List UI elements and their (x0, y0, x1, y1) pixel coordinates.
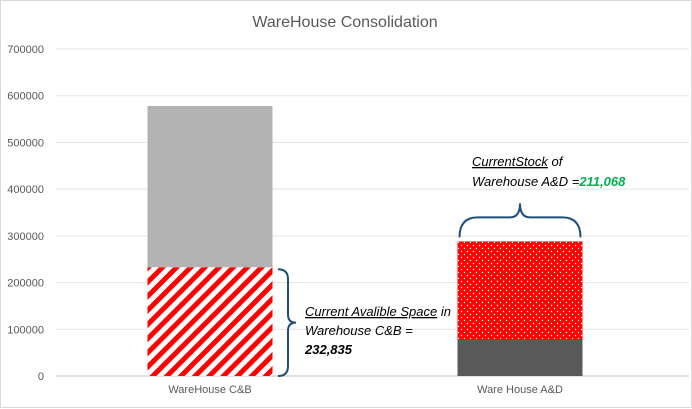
annotation-value: 232,835 (304, 342, 353, 357)
bars (147, 105, 583, 376)
annotation-line-1: Current Avalible Space in (305, 304, 451, 319)
y-axis-ticks: 0 100000 200000 300000 400000 500000 600000 700… (7, 44, 44, 383)
y-tick-label: 0 (38, 371, 44, 383)
y-tick-label: 100000 (7, 324, 44, 336)
bar-segment (457, 241, 583, 341)
y-tick-label: 300000 (7, 231, 44, 243)
y-tick-label: 400000 (7, 184, 44, 196)
y-tick-label: 200000 (7, 278, 44, 290)
x-category-label: WareHouse C&B (168, 384, 251, 396)
y-tick-label: 600000 (7, 91, 44, 103)
annotation-line-2: Warehouse A&D =211,068 (472, 174, 626, 189)
bar-segment (457, 340, 583, 376)
chart-title: WareHouse Consolidation (252, 14, 437, 31)
annotation-line-1: CurrentStock of (472, 154, 564, 169)
bar-segment (147, 105, 273, 268)
annotations: Current Avalible Space in Warehouse C&B =… (304, 154, 626, 357)
y-tick-label: 700000 (7, 44, 44, 56)
x-category-label: Ware House A&D (477, 384, 563, 396)
bracket-cb (277, 268, 297, 377)
annotation-value: 211,068 (578, 174, 626, 189)
y-tick-label: 500000 (7, 137, 44, 149)
x-axis-categories: WareHouse C&B Ware House A&D (168, 384, 563, 396)
annotation-line-2: Warehouse C&B = (305, 323, 413, 338)
bracket-ad (458, 203, 582, 238)
bar-segment (147, 267, 273, 376)
